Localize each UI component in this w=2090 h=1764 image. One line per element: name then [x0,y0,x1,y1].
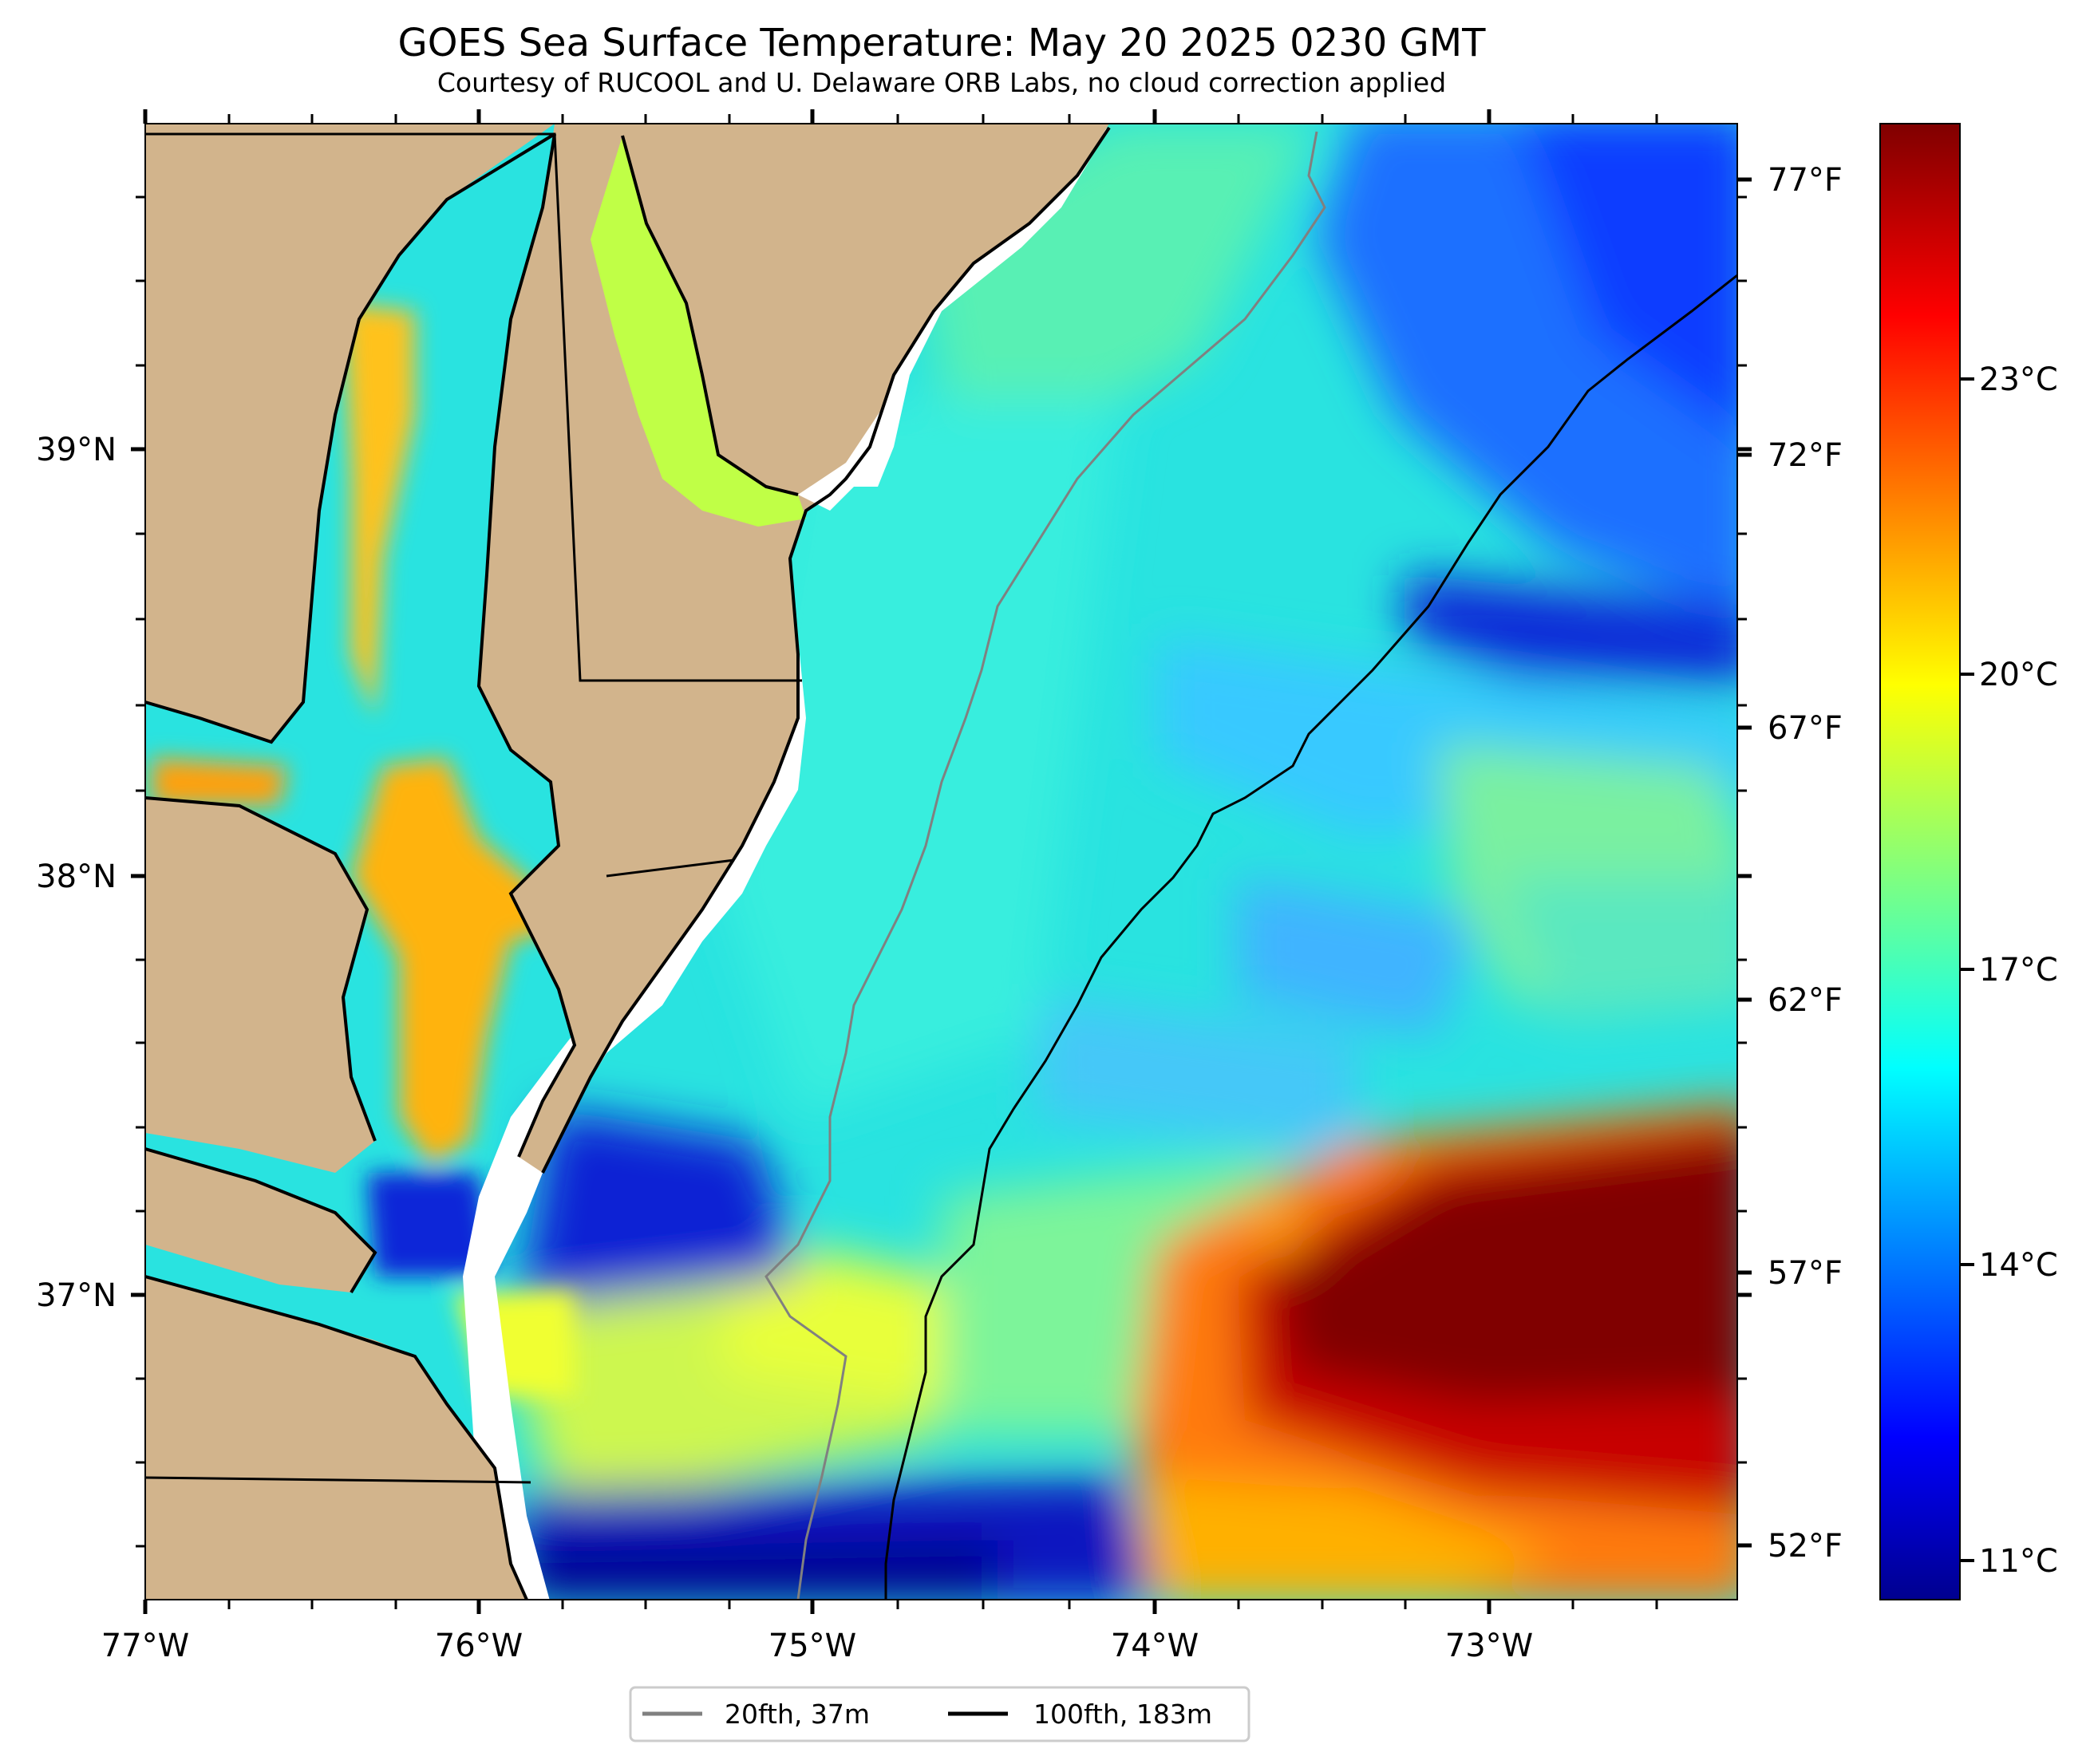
lon-minor-ticks [227,114,1658,1609]
colorbar [1879,123,1961,1600]
map-frame [144,123,1738,1600]
lat-label-37n: 37°N [36,1277,117,1314]
land-virginia-peninsula [145,1149,375,1292]
map-title: GOES Sea Surface Temperature: May 20 202… [398,21,1487,65]
lon-label-77w: 77°W [101,1628,189,1664]
land-virginia-northern-neck [145,798,375,1173]
lat-minor-ticks [136,195,1747,1548]
isobath-100-fathom [884,274,1737,1600]
colorbar-label-14c: 14°C [1979,1247,2058,1284]
land-maryland [145,124,555,742]
lon-label-74w: 74°W [1111,1628,1199,1664]
map-subtitle: Courtesy of RUCOOL and U. Delaware ORB L… [437,67,1446,98]
land-virginia-south [145,1277,527,1600]
isobath-20-fathom [764,131,1326,1600]
fahrenheit-label-67: 67°F [1768,710,1843,747]
legend-box [629,1686,1250,1742]
chesapeake-bay-sst [152,303,575,1396]
fahrenheit-label-77: 77°F [1768,162,1843,199]
coastlines [145,126,1111,1600]
state-borders [145,132,802,1484]
sst-field-patches [511,124,1737,1600]
lon-major-ticks [143,109,1491,1614]
colorbar-label-20c: 20°C [1979,657,2058,693]
legend-label-100fth: 100fth, 183m [1033,1699,1212,1730]
colorbar-label-11c: 11°C [1979,1543,2058,1580]
lat-label-38n: 38°N [36,858,117,895]
fahrenheit-ticks [1737,177,1752,1548]
lat-label-39n: 39°N [36,432,117,468]
lon-label-73w: 73°W [1445,1628,1533,1664]
legend-label-20fth: 20fth, 37m [725,1699,870,1730]
lon-label-76w: 76°W [435,1628,523,1664]
fahrenheit-label-52: 52°F [1768,1528,1843,1565]
map-area [145,124,1737,1600]
delaware-bay-water [591,136,806,527]
fahrenheit-label-62: 62°F [1768,982,1843,1019]
colorbar-label-17c: 17°C [1979,952,2058,989]
fahrenheit-label-72: 72°F [1768,437,1843,474]
lon-label-75w: 75°W [768,1628,856,1664]
colorbar-ticks [1960,377,1974,1562]
fahrenheit-label-57: 57°F [1768,1255,1843,1292]
legend: 20fth, 37m 100fth, 183m [629,1686,1250,1742]
colorbar-label-23c: 23°C [1979,361,2058,398]
lat-major-ticks [131,447,1752,1297]
